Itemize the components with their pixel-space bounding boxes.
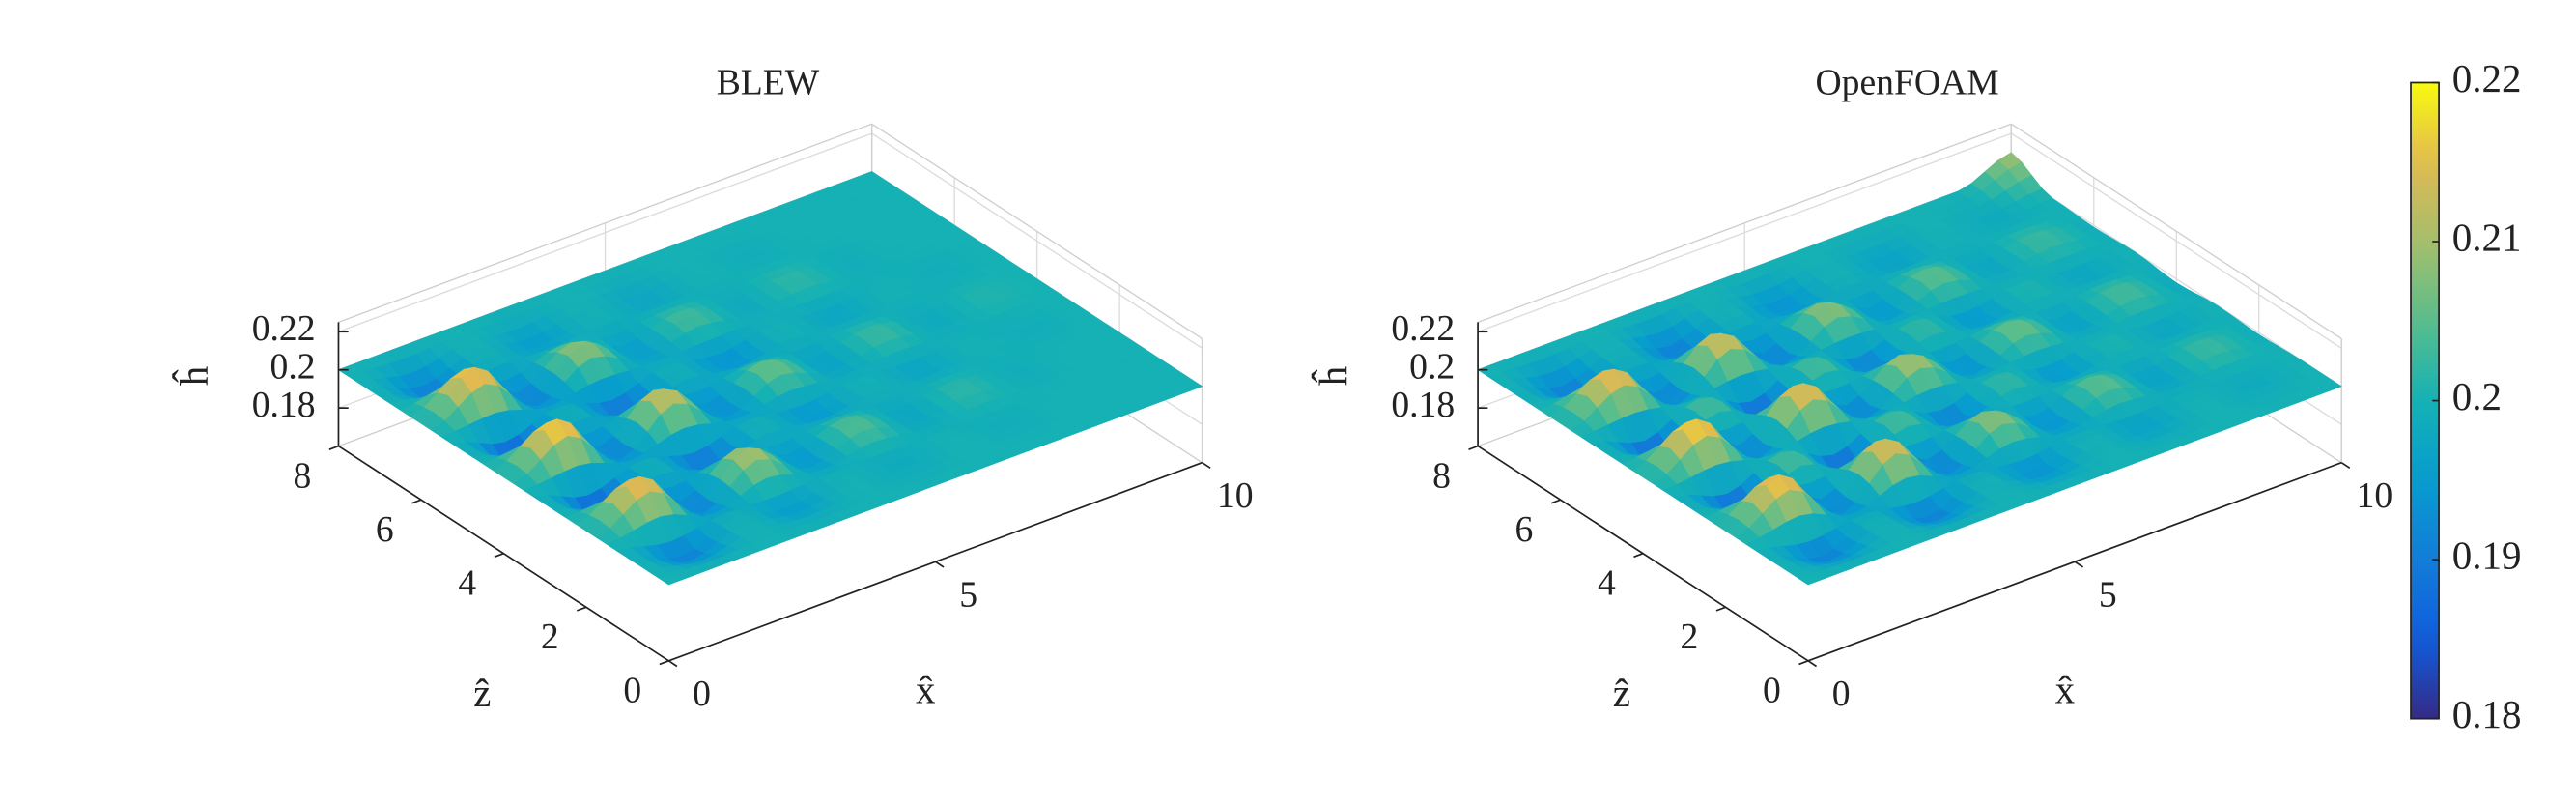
z-tick-label: 6 <box>1515 509 1534 550</box>
grid-line <box>338 132 872 332</box>
x-tick-label: 0 <box>693 674 711 714</box>
z-tick-label: 4 <box>1598 563 1616 604</box>
z-tick-label: 8 <box>1432 455 1451 496</box>
surface-patch <box>657 572 683 586</box>
x-tick <box>2074 561 2084 568</box>
grid-line <box>2010 170 2342 388</box>
x-axis-label: x̂ <box>2055 667 2076 711</box>
h-tick-label: 0.2 <box>270 346 316 387</box>
x-tick <box>2340 461 2351 470</box>
x-tick <box>1807 660 1818 668</box>
surface-patch <box>1797 572 1823 586</box>
h-axis-label: ĥ <box>172 366 216 387</box>
z-tick-label: 2 <box>1681 617 1699 657</box>
z-tick-label: 0 <box>1763 671 1781 711</box>
z-tick-label: 2 <box>541 617 559 657</box>
h-tick-label: 0.22 <box>252 308 316 349</box>
z-tick <box>1468 445 1479 450</box>
h-tick-label: 0.18 <box>1391 385 1455 425</box>
z-tick <box>577 606 587 612</box>
z-tick <box>328 445 339 450</box>
x-tick <box>667 660 678 668</box>
h-tick-label: 0.18 <box>252 385 316 425</box>
x-tick-label: 5 <box>959 575 977 616</box>
z-tick-label: 6 <box>376 509 394 550</box>
z-axis-label: ẑ <box>473 671 491 715</box>
z-tick <box>659 660 669 666</box>
h-axis-label: ĥ <box>1311 366 1355 387</box>
colorbar-tick-label: 0.21 <box>2452 215 2522 259</box>
box-edge <box>2010 123 2342 340</box>
x-tick <box>935 561 945 568</box>
grid-line <box>871 132 1203 349</box>
z-tick-label: 0 <box>623 671 641 711</box>
z-tick-label: 4 <box>458 563 476 604</box>
h-tick-label: 0.22 <box>1391 308 1455 349</box>
colorbar-tick-label: 0.22 <box>2452 56 2522 101</box>
z-axis-label: ẑ <box>1613 671 1630 715</box>
x-tick-label: 10 <box>2357 475 2393 516</box>
z-tick <box>494 552 504 559</box>
x-axis-label: x̂ <box>916 667 936 711</box>
colorbar-tick-label: 0.2 <box>2452 374 2502 418</box>
grid-line <box>1477 132 2012 332</box>
z-tick <box>1715 606 1726 612</box>
colorbar-tick-label: 0.19 <box>2452 533 2522 578</box>
z-tick-label: 8 <box>293 455 311 496</box>
grid-line <box>2010 132 2342 349</box>
colorbar-tick-label: 0.18 <box>2452 692 2522 736</box>
z-tick <box>1550 499 1561 504</box>
surface <box>337 171 1203 586</box>
h-tick-label: 0.2 <box>1409 346 1455 387</box>
chart-title: OpenFOAM <box>1816 63 1999 103</box>
x-tick-label: 10 <box>1217 475 1254 516</box>
z-tick <box>1633 552 1644 559</box>
z-tick <box>1798 660 1809 666</box>
box-edge <box>338 123 872 324</box>
surface <box>1477 152 2342 586</box>
x-tick-label: 5 <box>2099 575 2117 616</box>
plot-area: 0510024680.180.20.22x̂ẑĥBLEW0510024680.1… <box>172 56 2522 736</box>
box-edge <box>1477 123 2012 324</box>
box-edge <box>871 123 1203 340</box>
x-tick-label: 0 <box>1832 674 1851 714</box>
chart-title: BLEW <box>717 63 820 103</box>
x-tick <box>1202 461 1211 470</box>
z-tick <box>411 499 422 504</box>
